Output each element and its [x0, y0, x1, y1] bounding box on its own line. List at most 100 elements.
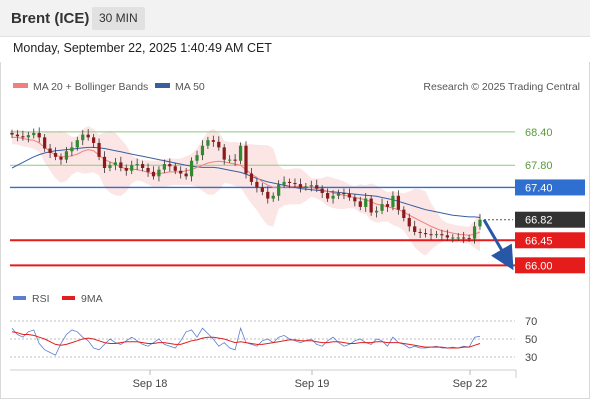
candle	[440, 229, 444, 241]
candle	[282, 176, 286, 188]
level-last-price-66-82-label-box	[515, 211, 585, 228]
candle	[228, 155, 232, 163]
rsi-legend-swatch	[13, 296, 26, 300]
ma50-legend-swatch	[155, 83, 170, 88]
rsi-ma9-line	[11, 331, 481, 349]
rsi-legend-label: RSI	[32, 293, 50, 305]
candle	[184, 167, 188, 180]
level-support-66-45-label-box	[515, 232, 585, 249]
candle	[97, 138, 101, 161]
candle	[326, 188, 330, 202]
candle	[157, 166, 161, 182]
level-last-price-66-82-label: 66.82	[525, 215, 553, 227]
candle	[75, 136, 79, 151]
candle	[135, 158, 139, 171]
candle	[429, 228, 433, 240]
candle	[173, 162, 177, 175]
candle	[179, 166, 183, 179]
candle	[21, 130, 25, 141]
candle	[233, 154, 237, 166]
candle	[189, 157, 194, 182]
candle	[238, 142, 243, 165]
candle	[200, 140, 205, 161]
candle	[211, 135, 215, 147]
candle	[391, 191, 395, 211]
ma20-legend-label: MA 20 + Bollinger Bands	[33, 81, 148, 93]
level-support-66-45-label: 66.45	[525, 235, 553, 247]
candle	[102, 151, 107, 173]
level-support-66-00-label: 66.00	[525, 260, 553, 272]
candle	[222, 144, 226, 165]
candle	[86, 129, 90, 141]
candle	[320, 185, 324, 199]
bollinger-band-layer	[12, 126, 480, 256]
candle	[64, 146, 69, 163]
candle	[195, 150, 199, 165]
candle	[277, 180, 281, 201]
candle	[244, 141, 248, 179]
candle	[385, 200, 390, 212]
level-resistance-68-40-label: 68.40	[525, 127, 553, 139]
candle	[456, 233, 460, 241]
candle	[206, 136, 210, 150]
candle	[364, 193, 368, 212]
candle	[124, 164, 128, 176]
timeframe-button[interactable]: 30 MIN	[92, 7, 145, 30]
candle	[151, 166, 156, 180]
level-pivot-67-40-label: 67.40	[525, 182, 553, 194]
candle	[26, 131, 30, 143]
candle	[113, 157, 118, 171]
candle	[358, 196, 362, 211]
copyright-text: Research © 2025 Trading Central	[423, 81, 580, 93]
candle	[380, 198, 384, 215]
x-tick-label: Sep 19	[295, 378, 330, 390]
candle	[478, 214, 482, 230]
rsi-line	[11, 326, 481, 356]
candle	[70, 141, 74, 157]
candle	[451, 234, 455, 243]
level-labels-layer: 68.40 67.80 67.40 66.82 66.45 66.00	[515, 127, 585, 274]
candle	[287, 178, 292, 188]
candle	[418, 228, 422, 239]
candle	[315, 179, 319, 192]
candle	[255, 178, 259, 193]
chart-legend: MA 20 + Bollinger Bands MA 50 Research ©…	[13, 81, 580, 93]
candle	[260, 182, 264, 196]
rsi-ma-legend-swatch	[62, 296, 75, 300]
level-resistance-67-80-label: 67.80	[525, 160, 553, 172]
candle	[119, 156, 123, 172]
candle	[92, 134, 96, 148]
candle	[271, 192, 275, 202]
candle	[298, 178, 303, 193]
candle	[407, 213, 411, 232]
candle	[81, 130, 85, 146]
bollinger-band	[12, 126, 480, 256]
candle	[353, 194, 357, 207]
candle	[249, 167, 254, 186]
candle	[162, 159, 166, 173]
candle	[108, 161, 112, 172]
rsi-tick-70: 70	[525, 316, 537, 328]
candle	[37, 127, 41, 143]
candle	[472, 221, 477, 244]
projection-arrow	[482, 218, 514, 271]
timestamp-text: Monday, September 22, 2025 1:40:49 AM CE…	[13, 41, 272, 55]
ma50-legend-label: MA 50	[175, 81, 205, 93]
header-bar: Brent (ICE) 30 MIN	[0, 0, 590, 37]
rsi-legend: RSI 9MA	[13, 293, 103, 305]
level-lines-layer	[10, 131, 515, 267]
candle	[467, 234, 471, 242]
candle	[331, 190, 335, 204]
candle	[434, 230, 439, 239]
candle	[15, 130, 20, 142]
candle	[304, 182, 308, 191]
x-tick-label: Sep 18	[133, 378, 168, 390]
x-tick-label: Sep 22	[453, 378, 488, 390]
candle	[336, 189, 341, 200]
candle	[402, 206, 406, 222]
candle	[374, 206, 379, 218]
projection-layer	[482, 218, 514, 271]
candle	[168, 158, 172, 172]
candles-layer	[10, 127, 482, 244]
